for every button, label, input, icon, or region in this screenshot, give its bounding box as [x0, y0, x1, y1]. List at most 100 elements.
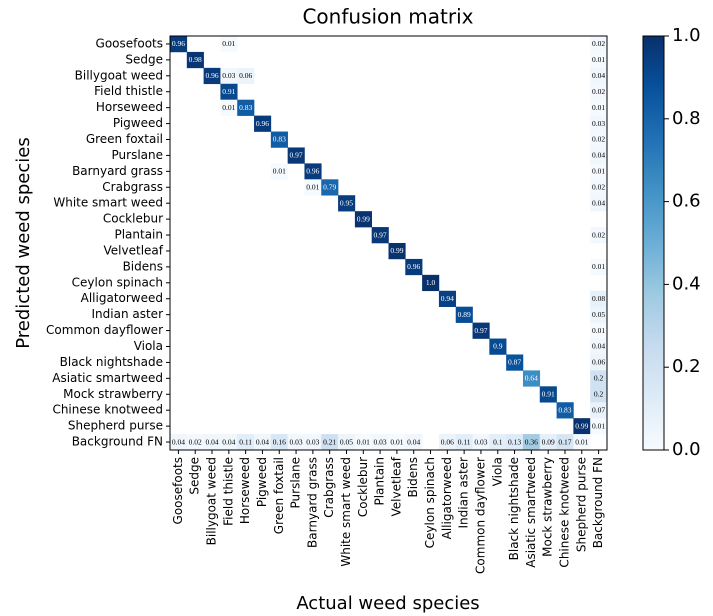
cell [573, 418, 591, 435]
cell [590, 386, 608, 403]
cell-label: 0.87 [508, 358, 521, 367]
cell-label: 0.21 [323, 437, 336, 446]
cell-label: 0.07 [592, 405, 605, 414]
cell [237, 99, 255, 116]
y-tick-label: Shepherd purse [68, 419, 163, 433]
x-tick-label: Green foxtail [272, 457, 286, 534]
x-tick-label: Shepherd purse [574, 457, 588, 552]
cell [590, 290, 608, 307]
cell-label: 0.03 [374, 437, 387, 446]
cell-label: 0.01 [273, 167, 286, 176]
cell-label: 0.01 [592, 421, 605, 430]
chart-title: Confusion matrix [302, 5, 473, 29]
cell [321, 434, 339, 451]
cell-label: 0.01 [357, 437, 370, 446]
y-tick-label: Horseweed [96, 100, 163, 114]
cell [371, 434, 389, 451]
cell-label: 0.01 [592, 326, 605, 335]
x-tick-label: Bidens [406, 457, 420, 497]
cell [522, 370, 541, 387]
cell [287, 434, 305, 451]
x-tick-label: Alligatorweed [440, 457, 454, 539]
cell [506, 354, 524, 371]
cell-label: 0.96 [172, 39, 185, 48]
cell [270, 163, 288, 180]
cell-label: 0.16 [273, 437, 286, 446]
cell [590, 354, 608, 371]
cell [186, 434, 204, 451]
cell-label: 0.95 [340, 198, 353, 207]
x-tick-label: Plantain [373, 457, 387, 506]
cell [438, 290, 457, 307]
cell [506, 434, 524, 451]
y-tick-label: Field thistle [94, 84, 163, 98]
cell [304, 179, 322, 196]
y-tick-label: Black nightshade [60, 355, 163, 369]
y-tick-label: Bidens [123, 259, 163, 273]
cell [590, 51, 608, 69]
cell [590, 227, 608, 244]
cell [590, 36, 608, 53]
cell [472, 434, 490, 451]
cell [338, 434, 356, 451]
cell [354, 211, 372, 228]
y-tick-label: Ceylon spinach [72, 275, 163, 289]
y-tick-label: Alligatorweed [81, 291, 163, 305]
cell-label: 0.83 [558, 405, 571, 414]
cell-label: 0.91 [222, 87, 235, 96]
cell [254, 115, 272, 132]
y-tick-label: Chinese knotweed [52, 403, 163, 417]
cell [590, 306, 608, 323]
cell-label: 0.02 [592, 230, 605, 239]
cell-label: 0.03 [222, 71, 235, 80]
y-tick-label: Sedge [125, 52, 163, 66]
cell [590, 338, 608, 355]
cell-label: 0.04 [256, 437, 269, 446]
cell-label: 0.01 [592, 103, 605, 112]
cell-label: 0.83 [273, 135, 286, 144]
plot-frame [169, 35, 608, 451]
cell-label: 0.06 [441, 437, 454, 446]
cell-label: 0.03 [289, 437, 302, 446]
y-tick-label: Velvetleaf [104, 243, 164, 257]
cell-label: 0.99 [390, 246, 403, 255]
cell-label: 0.96 [256, 119, 269, 128]
y-tick-label: Background FN [72, 435, 163, 449]
cell-label: 0.08 [592, 294, 605, 303]
y-tick-label: Cocklebur [103, 212, 163, 226]
cell [371, 227, 389, 244]
cell-label: 0.01 [592, 55, 605, 64]
y-tick-label: Billygoat weed [75, 68, 163, 82]
cell [304, 434, 322, 451]
colorbar [642, 35, 665, 451]
x-tick-label: Ceylon spinach [423, 457, 437, 548]
cell [304, 163, 322, 180]
cell [237, 434, 255, 451]
cell-label: 0.96 [205, 71, 218, 80]
cell [590, 179, 608, 196]
cell [590, 115, 608, 132]
cell [220, 83, 238, 100]
cell-label: 0.04 [205, 437, 218, 446]
cell-label: 0.02 [592, 182, 605, 191]
cell [489, 338, 507, 355]
y-tick-label: Barnyard grass [72, 164, 163, 178]
cell-label: 1.0 [426, 278, 436, 287]
cell-label: 0.04 [222, 437, 235, 446]
cell-label: 0.99 [575, 421, 588, 430]
cell [405, 434, 423, 451]
x-tick-label: Cocklebur [356, 457, 370, 517]
x-tick-label: Barnyard grass [305, 457, 319, 548]
cell [203, 67, 221, 85]
cell [590, 99, 608, 116]
cell-label: 0.06 [592, 358, 605, 367]
x-tick-label: Velvetleaf [389, 456, 403, 516]
cell-label: 0.04 [172, 437, 185, 446]
cell [220, 434, 238, 451]
y-tick-label: Common dayflower [46, 323, 163, 337]
cell [321, 179, 339, 196]
cell [590, 67, 608, 85]
cell [590, 418, 608, 435]
x-tick-label: Purslane [289, 457, 303, 509]
